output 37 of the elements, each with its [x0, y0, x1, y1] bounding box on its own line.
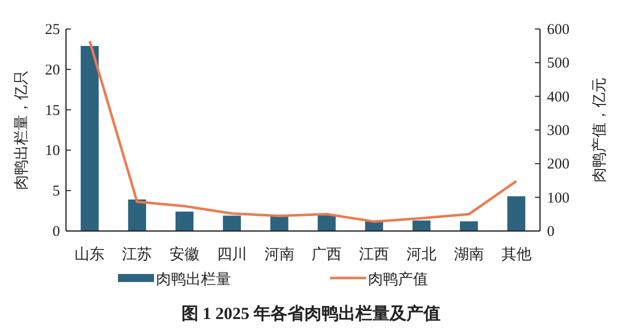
line-series	[88, 40, 518, 223]
legend-label: 肉鸭产值	[368, 271, 428, 288]
x-tick-label: 四川	[216, 246, 247, 263]
y2-tick-label: 200	[547, 156, 570, 173]
x-tick-label: 江西	[359, 246, 390, 263]
y-tick-label: 15	[45, 102, 60, 119]
y-tick-label: 5	[52, 184, 60, 200]
x-tick-label: 广西	[312, 246, 342, 263]
y-tick-label: 0	[52, 224, 60, 240]
bar	[128, 199, 146, 231]
x-tick-label: 湖南	[454, 246, 484, 263]
bar	[222, 216, 241, 231]
x-tick-label: 其他	[501, 246, 532, 263]
y2-tick-label: 100	[547, 190, 570, 206]
bar	[318, 214, 336, 231]
bar	[460, 221, 478, 231]
x-tick-label: 河南	[264, 246, 294, 263]
y2-axis-title: 肉鸭产值，亿元	[591, 78, 608, 182]
y2-tick-label: 0	[547, 224, 554, 240]
y-tick-label: 20	[45, 62, 60, 78]
y-axis-title: 肉鸭出栏量，亿只	[13, 70, 30, 190]
legend-label: 肉鸭出栏量	[156, 271, 231, 288]
y-tick-label: 10	[45, 143, 60, 160]
y2-tick-label: 500	[547, 56, 570, 72]
bar	[507, 196, 526, 231]
y2-tick-label: 300	[547, 123, 570, 139]
y-tick-label: 25	[45, 22, 60, 38]
y2-tick-label: 400	[547, 89, 570, 106]
x-tick-label: 河北	[406, 246, 436, 263]
y2-tick-label: 600	[547, 22, 570, 38]
text: 图 1 2025 年各省肉鸭出栏量及产值	[181, 304, 441, 323]
x-tick-label: 山东	[74, 246, 105, 263]
bar	[176, 212, 194, 231]
bar	[412, 220, 430, 231]
x-tick-label: 安徽	[170, 246, 200, 263]
x-tick-label: 江苏	[122, 246, 152, 263]
bar	[80, 46, 99, 231]
